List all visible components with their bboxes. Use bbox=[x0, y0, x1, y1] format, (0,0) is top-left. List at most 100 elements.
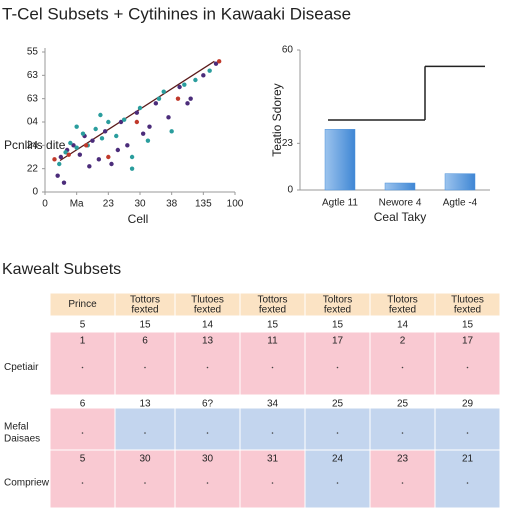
cell-dot bbox=[206, 482, 209, 484]
cell bbox=[49, 407, 116, 451]
cell-dot bbox=[81, 432, 84, 434]
point bbox=[129, 166, 135, 171]
y-tick-label: 63 bbox=[27, 70, 39, 81]
cell-text: 6 bbox=[80, 399, 86, 410]
cell bbox=[114, 331, 176, 396]
point bbox=[57, 161, 62, 167]
point bbox=[137, 105, 143, 111]
cell bbox=[304, 449, 371, 509]
cell-text: 14 bbox=[202, 320, 214, 331]
cell-dot bbox=[271, 432, 274, 434]
point bbox=[71, 143, 76, 148]
x-tick-label: 23 bbox=[103, 199, 115, 210]
cell-dot bbox=[401, 432, 404, 434]
cell bbox=[49, 331, 116, 396]
point bbox=[96, 157, 102, 162]
point bbox=[106, 154, 111, 160]
point bbox=[188, 96, 193, 101]
cell bbox=[434, 407, 501, 451]
point bbox=[52, 157, 57, 162]
point bbox=[193, 77, 198, 83]
header-text: Tlutoes bbox=[191, 295, 224, 306]
point bbox=[161, 89, 166, 94]
page-title: T-Cel Subsets + Cytihines in Kawaaki Dis… bbox=[2, 4, 351, 23]
x-tick-label: 0 bbox=[42, 199, 48, 210]
x-tick-label: 100 bbox=[227, 199, 244, 210]
point bbox=[63, 150, 68, 155]
header-text: Tlotors bbox=[387, 295, 418, 306]
point bbox=[83, 143, 89, 148]
point bbox=[129, 154, 135, 160]
cell bbox=[114, 449, 176, 509]
row-label: Daisaes bbox=[4, 434, 40, 445]
cell-dot bbox=[466, 482, 469, 484]
cell-text: 25 bbox=[397, 399, 409, 410]
point bbox=[109, 161, 114, 167]
cell-text: 15 bbox=[462, 320, 474, 331]
cell-text: 17 bbox=[462, 336, 474, 347]
cell-dot bbox=[271, 366, 274, 369]
cell-text: 15 bbox=[332, 320, 344, 331]
cell-text: 2 bbox=[400, 336, 406, 347]
cell-text: 25 bbox=[332, 399, 344, 410]
cell bbox=[239, 331, 306, 396]
point bbox=[55, 173, 60, 178]
cell bbox=[434, 331, 501, 396]
cell bbox=[369, 449, 436, 509]
cell-dot bbox=[271, 482, 274, 484]
cell-text: 1 bbox=[80, 336, 86, 347]
point bbox=[102, 129, 108, 134]
point bbox=[98, 112, 103, 118]
cell-text: 5 bbox=[80, 454, 86, 465]
cell bbox=[304, 407, 371, 451]
header-text: fexted bbox=[389, 305, 416, 316]
point bbox=[66, 152, 71, 157]
point bbox=[68, 140, 73, 146]
point bbox=[106, 119, 111, 125]
cell bbox=[174, 449, 241, 509]
cell-text: 15 bbox=[139, 320, 151, 331]
row-label: Mefal bbox=[4, 422, 28, 433]
point bbox=[182, 82, 187, 87]
point bbox=[156, 96, 162, 101]
header-text: fexted bbox=[454, 305, 481, 316]
cell-text: 29 bbox=[462, 399, 474, 410]
header-text: Tottors bbox=[130, 295, 160, 306]
cell-dot bbox=[336, 432, 339, 434]
y-tick-label: 0 bbox=[32, 187, 38, 198]
header-text: Tlutoes bbox=[451, 295, 484, 306]
bar bbox=[384, 182, 416, 191]
y-axis-title: Teatio Sdorey bbox=[270, 83, 284, 156]
cell-text: 11 bbox=[267, 336, 278, 347]
cell bbox=[239, 407, 306, 451]
point bbox=[145, 138, 151, 143]
y-tick-label: 0 bbox=[287, 185, 293, 196]
cell-text: 23 bbox=[397, 454, 409, 465]
cell bbox=[174, 407, 241, 451]
point bbox=[125, 143, 130, 148]
cell-text: 6? bbox=[202, 399, 214, 410]
x-tick-label: Newore 4 bbox=[379, 198, 422, 209]
cell-dot bbox=[401, 482, 404, 484]
point bbox=[93, 126, 98, 132]
x-tick-label: Agtle 11 bbox=[322, 198, 358, 209]
y-tick-label: 23 bbox=[282, 138, 294, 149]
cell bbox=[114, 407, 176, 451]
y-tick-label: 24 bbox=[27, 140, 39, 151]
point bbox=[134, 119, 140, 125]
point bbox=[207, 68, 212, 73]
point bbox=[140, 131, 146, 136]
table-title: Kawealt Subsets bbox=[2, 261, 121, 278]
y-axis-title: Pcnlins dite bbox=[4, 138, 66, 152]
x-tick-label: Ma bbox=[70, 199, 84, 210]
cell-dot bbox=[81, 482, 84, 484]
x-tick-label: 135 bbox=[195, 199, 212, 210]
point bbox=[177, 84, 182, 90]
point bbox=[58, 154, 64, 160]
cell-text: 31 bbox=[267, 454, 279, 465]
point bbox=[80, 131, 86, 136]
cell-dot bbox=[466, 432, 469, 434]
point bbox=[90, 138, 95, 143]
y-tick-label: 22 bbox=[27, 163, 39, 174]
header-text: fexted bbox=[324, 305, 351, 316]
